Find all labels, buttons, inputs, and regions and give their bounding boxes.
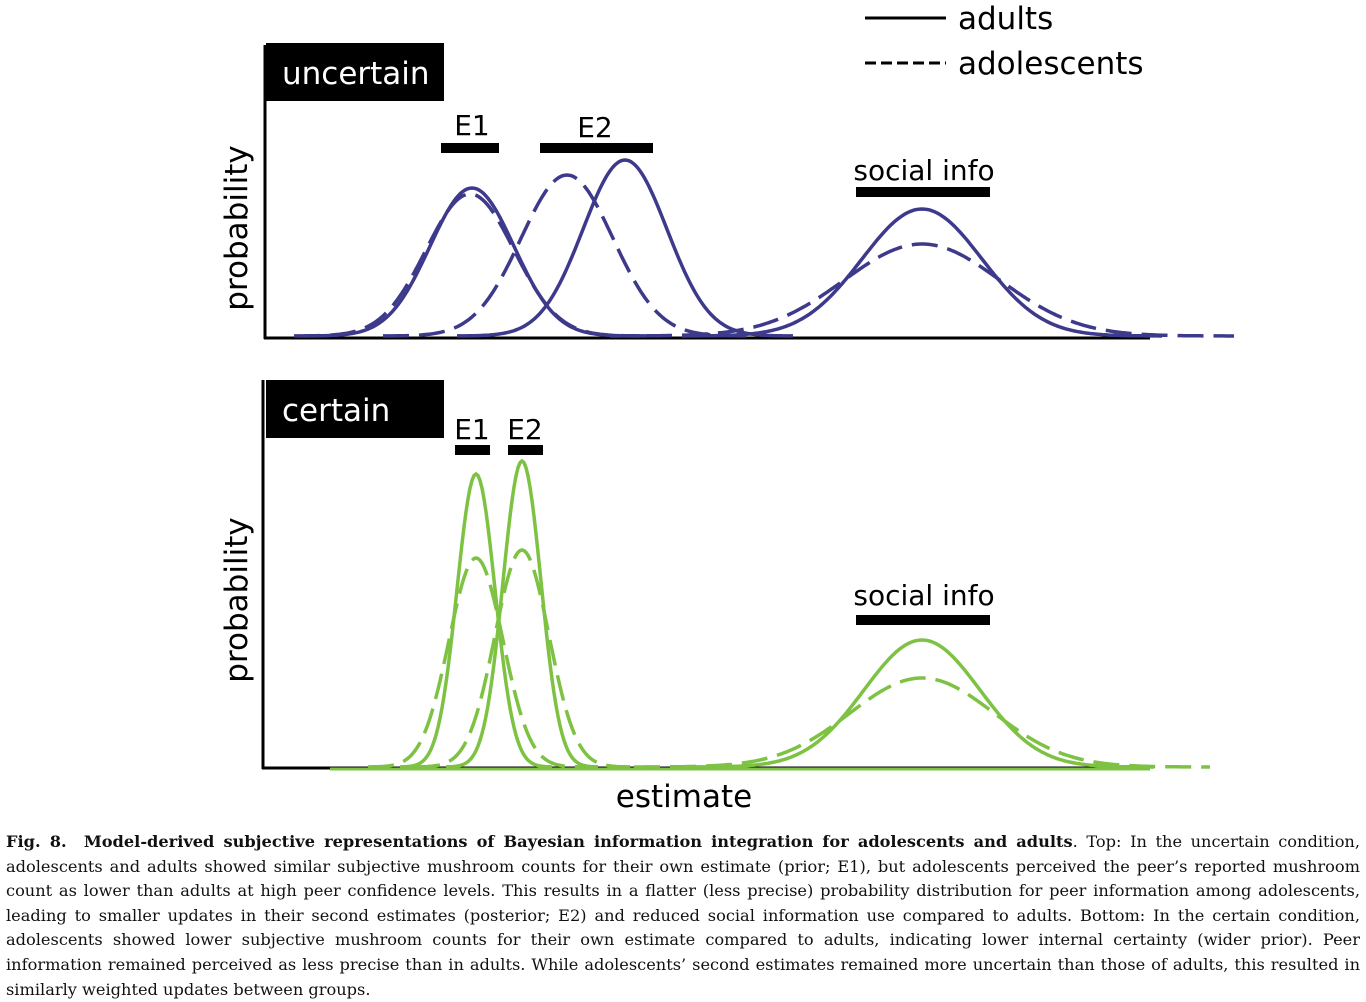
marker-bar xyxy=(508,445,543,455)
legend-label: adults xyxy=(958,1,1053,37)
marker-label: social info xyxy=(853,154,994,187)
marker-bar xyxy=(856,615,990,625)
curves xyxy=(293,158,1234,338)
panel-label: certain xyxy=(282,393,390,429)
panel-label-box xyxy=(266,43,444,101)
solid-curve xyxy=(445,458,599,769)
caption-title: Model-derived subjective representations… xyxy=(83,832,1073,851)
dashed-curve xyxy=(383,173,751,338)
marker-label: E2 xyxy=(577,111,613,144)
dashed-curve xyxy=(293,192,647,338)
dashed-curve xyxy=(368,556,584,769)
y-axis-label: probability xyxy=(219,517,255,682)
marker-label: social info xyxy=(853,579,994,612)
caption-label: Fig. 8. xyxy=(6,832,67,851)
marker-label: E1 xyxy=(454,109,490,142)
y-axis-label: probability xyxy=(219,145,255,310)
marker-bar xyxy=(455,445,490,455)
dashed-curve xyxy=(610,242,1234,338)
dashed-curve xyxy=(414,548,630,769)
marker-bar xyxy=(540,143,653,153)
caption: Fig. 8. Model-derived subjective represe… xyxy=(6,830,1360,1002)
solid-curve xyxy=(682,207,1162,338)
solid-curve xyxy=(690,638,1154,769)
marker-bar xyxy=(441,143,499,153)
marker-label: E1 xyxy=(454,413,490,446)
marker-bar xyxy=(856,187,990,197)
curves xyxy=(368,458,1210,769)
x-axis-label: estimate xyxy=(616,779,752,815)
solid-curve xyxy=(303,186,641,338)
dashed-curve xyxy=(634,676,1210,769)
solid-curve xyxy=(400,471,552,769)
panel-label-box xyxy=(266,380,444,438)
marker-label: E2 xyxy=(507,413,543,446)
caption-text: . Top: In the uncertain condition, adole… xyxy=(6,832,1361,999)
solid-curve xyxy=(457,158,793,338)
figure: adults adolescents uncertain probability… xyxy=(219,1,1234,815)
legend-label: adolescents xyxy=(958,46,1144,82)
panel-label: uncertain xyxy=(282,56,430,92)
